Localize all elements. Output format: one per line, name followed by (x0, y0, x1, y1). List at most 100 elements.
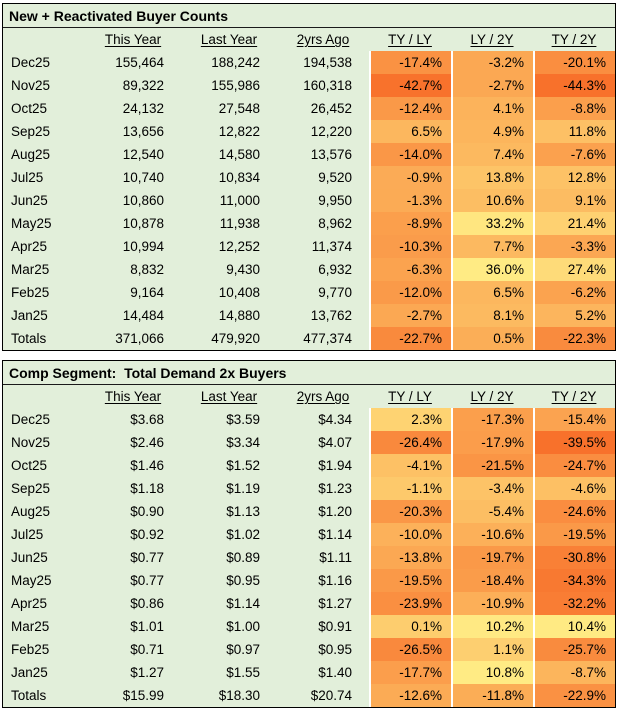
value-cell: 10,834 (218, 170, 260, 185)
value-cell: $1.94 (318, 458, 352, 473)
pct-heatmap-cell: 27.4% (533, 258, 615, 281)
row-label-header (3, 385, 85, 408)
pct-heatmap-cell: 8.1% (451, 304, 533, 327)
pct-heatmap-cell: 7.4% (451, 143, 533, 166)
value-cell: $0.90 (130, 504, 164, 519)
pct-heatmap-cell: 0.5% (451, 327, 533, 350)
table-title: New + Reactivated Buyer Counts (3, 4, 615, 28)
table-grid: This Year Last Year 2yrs Ago TY / LY LY / 2Y… (3, 385, 615, 707)
value-cell: 12,220 (310, 124, 352, 139)
value-cell: 9,164 (130, 285, 164, 300)
row-label: Nov25 (11, 78, 51, 93)
value-cell: 6,932 (318, 262, 352, 277)
pct-heatmap-cell: -8.8% (533, 97, 615, 120)
pct-heatmap-cell: -11.8% (451, 684, 533, 707)
value-cell: $1.40 (318, 665, 352, 680)
pct-heatmap-cell: -19.5% (533, 523, 615, 546)
value-cell: $18.30 (218, 688, 260, 703)
row-label: Feb25 (11, 642, 50, 657)
value-cell: 9,770 (318, 285, 352, 300)
pct-heatmap-cell: -17.4% (369, 51, 451, 74)
value-cell: $0.89 (226, 550, 260, 565)
value-cell: 11,000 (219, 193, 260, 208)
pct-heatmap-cell: -8.9% (369, 212, 451, 235)
comp-demand-table: Comp Segment: Total Demand 2x Buyers Thi… (2, 360, 616, 708)
value-cell: $2.46 (130, 435, 164, 450)
row-label: Nov25 (11, 435, 51, 450)
pct-heatmap-cell: 13.8% (451, 166, 533, 189)
value-cell: $1.46 (130, 458, 164, 473)
row-label: Mar25 (11, 262, 50, 277)
value-cell: $1.18 (130, 481, 164, 496)
column-header: This Year (85, 28, 181, 51)
pct-heatmap-cell: -7.6% (533, 143, 615, 166)
value-cell: 14,484 (122, 308, 164, 323)
row-label: Jan25 (11, 308, 48, 323)
value-cell: 13,656 (122, 124, 164, 139)
value-cell: $0.77 (130, 573, 164, 588)
pct-heatmap-cell: -12.4% (369, 97, 451, 120)
pct-heatmap-cell: -12.0% (369, 281, 451, 304)
pct-heatmap-cell: -15.4% (533, 408, 615, 431)
row-label: May25 (11, 216, 52, 231)
column-header-label: This Year (104, 389, 162, 404)
pct-heatmap-cell: -22.3% (533, 327, 615, 350)
pct-heatmap-cell: -1.1% (369, 477, 451, 500)
value-cell: $3.34 (226, 435, 260, 450)
pct-heatmap-cell: -10.3% (369, 235, 451, 258)
pct-heatmap-cell: -21.5% (451, 454, 533, 477)
row-label: Oct25 (11, 101, 48, 116)
table-title: Comp Segment: Total Demand 2x Buyers (3, 361, 615, 385)
row-label: Aug25 (11, 504, 51, 519)
column-header: TY / LY (369, 28, 451, 51)
value-cell: 194,538 (303, 55, 352, 70)
value-cell: 26,452 (310, 101, 352, 116)
row-label: Totals (11, 688, 47, 703)
value-cell: $1.27 (318, 596, 352, 611)
pct-heatmap-cell: 6.5% (451, 281, 533, 304)
pct-heatmap-cell: -13.8% (369, 546, 451, 569)
value-cell: 14,880 (218, 308, 260, 323)
pct-heatmap-cell: -39.5% (533, 431, 615, 454)
row-label: Feb25 (11, 285, 50, 300)
pct-heatmap-cell: 11.8% (533, 120, 615, 143)
value-cell: $1.01 (130, 619, 164, 634)
column-header-label: TY / 2Y (551, 32, 597, 47)
value-cell: $1.00 (226, 619, 260, 634)
pct-heatmap-cell: -17.3% (451, 408, 533, 431)
pct-heatmap-cell: 4.9% (451, 120, 533, 143)
column-header-label: 2yrs Ago (296, 32, 350, 47)
value-cell: $0.91 (318, 619, 352, 634)
value-cell: 13,762 (310, 308, 352, 323)
buyer-counts-table: New + Reactivated Buyer Counts This Year… (2, 3, 616, 351)
value-cell: 13,576 (310, 147, 352, 162)
value-cell: $3.68 (130, 412, 164, 427)
value-cell: $0.95 (318, 642, 352, 657)
pct-heatmap-cell: -10.9% (451, 592, 533, 615)
value-cell: $0.77 (130, 550, 164, 565)
pct-heatmap-cell: -30.8% (533, 546, 615, 569)
pct-heatmap-cell: -8.7% (533, 661, 615, 684)
column-header-label: TY / LY (388, 389, 432, 404)
pct-heatmap-cell: -32.2% (533, 592, 615, 615)
pct-heatmap-cell: -2.7% (369, 304, 451, 327)
value-cell: 89,322 (122, 78, 164, 93)
row-label: Totals (11, 331, 47, 346)
value-cell: 12,822 (218, 124, 260, 139)
column-header-label: LY / 2Y (470, 389, 514, 404)
pct-heatmap-cell: 2.3% (369, 408, 451, 431)
pct-heatmap-cell: 0.1% (369, 615, 451, 638)
column-header-label: TY / 2Y (551, 389, 597, 404)
pct-heatmap-cell: -24.6% (533, 500, 615, 523)
column-header: 2yrs Ago (277, 28, 369, 51)
row-label: Apr25 (11, 239, 48, 254)
pct-heatmap-cell: -24.7% (533, 454, 615, 477)
pct-heatmap-cell: -10.6% (451, 523, 533, 546)
value-cell: $20.74 (310, 688, 352, 703)
pct-heatmap-cell: 5.2% (533, 304, 615, 327)
pct-heatmap-cell: 10.6% (451, 189, 533, 212)
pct-heatmap-cell: -25.7% (533, 638, 615, 661)
pct-heatmap-cell: 36.0% (451, 258, 533, 281)
pct-heatmap-cell: -4.1% (369, 454, 451, 477)
row-label: Apr25 (11, 596, 48, 611)
